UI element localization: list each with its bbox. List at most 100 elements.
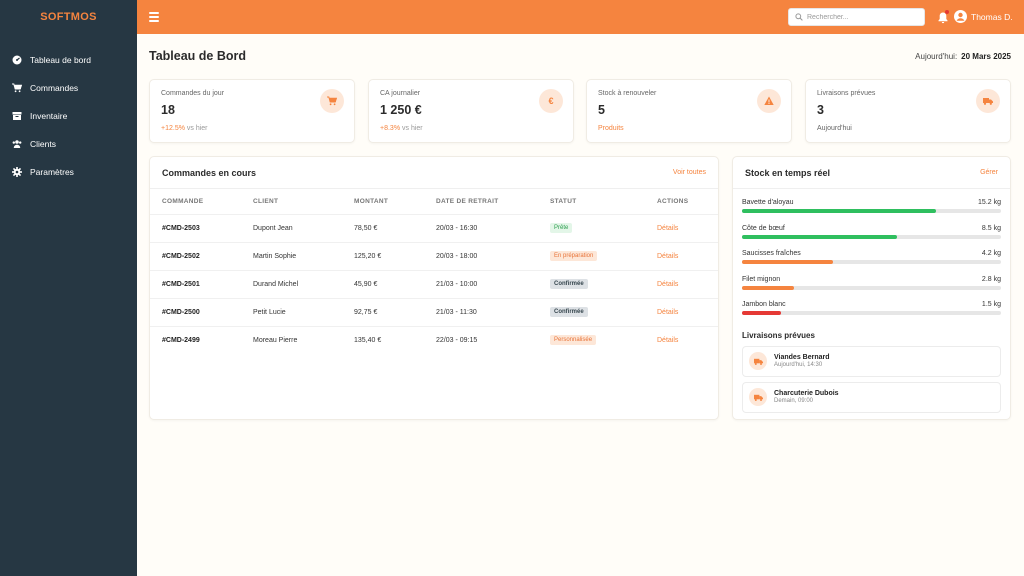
orders-table: COMMANDE CLIENT MONTANT DATE DE RETRAIT … (150, 189, 718, 354)
column-header: STATUT (550, 197, 577, 205)
order-client: Moreau Pierre (253, 325, 354, 354)
stock-item-qty: 4.2 kg (981, 250, 1001, 257)
sidebar-item-orders[interactable]: Commandes (0, 74, 137, 102)
warning-icon (757, 89, 781, 113)
user-name: Thomas D. (971, 11, 1013, 22)
sidebar-item-inventory[interactable]: Inventaire (0, 102, 137, 130)
stat-sub: Aujourd'hui (817, 125, 852, 132)
stat-label: Commandes du jour (161, 90, 225, 97)
view-all-link[interactable]: Voir toutes (672, 169, 706, 176)
status-badge: Confirmée (550, 279, 588, 289)
stock-item: Côte de bœuf 8.5 kg (742, 215, 1001, 241)
order-amount: 92,75 € (354, 297, 436, 326)
sidebar-item-label: Paramètres (30, 167, 74, 177)
stock-item: Bavette d'aloyau 15.2 kg (742, 189, 1001, 215)
delivery-supplier: Charcuterie Dubois (774, 390, 839, 397)
stat-value: 5 (598, 103, 605, 117)
cart-icon (12, 83, 22, 93)
order-amount: 125,20 € (354, 241, 436, 270)
order-client: Martin Sophie (253, 241, 354, 270)
delivery-item[interactable]: Viandes Bernard Aujourd'hui, 14:30 (742, 345, 1001, 377)
order-amount: 135,40 € (354, 325, 436, 354)
stock-panel-header: Stock en temps réel Gérer (733, 157, 1010, 189)
stat-card-deliveries: Livraisons prévues 3 Aujourd'hui (805, 79, 1011, 143)
details-link[interactable]: Détails (657, 308, 679, 316)
stat-card-revenue: CA journalier 1 250 € +8.3% vs hier € (368, 79, 574, 143)
deliveries-title: Livraisons prévues (742, 330, 815, 340)
euro-icon: € (539, 89, 563, 113)
order-amount: 45,90 € (354, 269, 436, 298)
table-row: #CMD-2499 Moreau Pierre 135,40 € 22/03 -… (150, 325, 718, 354)
orders-panel: Commandes en cours Voir toutes COMMANDE … (149, 156, 719, 420)
delivery-time: Aujourd'hui, 14:30 (774, 362, 823, 368)
stock-item-name: Saucisses fraîches (742, 250, 801, 257)
stock-list: Bavette d'aloyau 15.2 kg Côte de bœuf 8.5 … (733, 189, 1010, 317)
stock-item-name: Filet mignon (742, 275, 781, 283)
column-header: CLIENT (253, 197, 279, 205)
user-menu[interactable]: Thomas D. (954, 10, 1013, 23)
stat-sub: Produits (598, 125, 624, 132)
sidebar-item-label: Tableau de bord (30, 55, 91, 65)
date-value: 20 Mars 2025 (961, 52, 1011, 61)
stock-level-bar (742, 209, 1001, 213)
truck-icon (749, 388, 767, 406)
stock-level-fill (742, 260, 833, 264)
stock-item-qty: 1.5 kg (981, 301, 1001, 308)
today-date: Aujourd'hui: 20 Mars 2025 (915, 52, 1011, 61)
stock-item-qty: 8.5 kg (981, 224, 1001, 232)
stat-value: 1 250 € (380, 103, 422, 117)
users-icon (12, 139, 22, 149)
sidebar-item-label: Inventaire (30, 111, 68, 121)
stock-item: Filet mignon 2.8 kg (742, 266, 1001, 292)
stock-item-name: Bavette d'aloyau (742, 199, 794, 206)
stat-card-stock: Stock à renouveler 5 Produits (586, 79, 792, 143)
stock-level-bar (742, 311, 1001, 315)
sidebar: SOFTMOS Tableau de bord Commandes Invent… (0, 0, 137, 576)
order-client: Dupont Jean (253, 213, 354, 242)
search-input[interactable] (807, 13, 917, 21)
order-id: #CMD-2501 (150, 269, 253, 298)
column-header: ACTIONS (657, 197, 689, 205)
stat-value: 3 (817, 103, 824, 117)
stock-level-fill (742, 209, 937, 213)
stat-delta: +8.3% vs hier (380, 125, 423, 132)
manage-link[interactable]: Gérer (980, 169, 998, 176)
sidebar-item-settings[interactable]: Paramètres (0, 158, 137, 186)
details-link[interactable]: Détails (657, 336, 679, 344)
order-client: Durand Michel (253, 269, 354, 298)
notification-bell-icon[interactable] (938, 10, 949, 24)
menu-icon[interactable] (149, 12, 159, 22)
details-link[interactable]: Détails (657, 252, 679, 260)
stat-label: CA journalier (380, 90, 421, 97)
stock-level-bar (742, 260, 1001, 264)
order-amount: 78,50 € (354, 213, 436, 242)
sidebar-item-clients[interactable]: Clients (0, 130, 137, 158)
orders-title: Commandes en cours (162, 167, 257, 178)
table-row: #CMD-2502 Martin Sophie 125,20 € 20/03 -… (150, 241, 718, 270)
details-link[interactable]: Détails (657, 224, 679, 232)
stock-panel: Stock en temps réel Gérer Bavette d'aloy… (732, 156, 1011, 420)
stat-value: 18 (161, 103, 175, 117)
gear-icon (12, 167, 22, 177)
stock-level-bar (742, 285, 1001, 290)
status-badge: Personnalisée (550, 335, 597, 346)
column-header: DATE DE RETRAIT (436, 197, 499, 205)
column-header: MONTANT (354, 197, 389, 205)
delivery-item[interactable]: Charcuterie Dubois Demain, 09:00 (742, 381, 1001, 413)
order-date: 20/03 - 16:30 (436, 213, 550, 242)
status-badge: Confirmée (550, 307, 588, 317)
stock-item-qty: 2.8 kg (981, 275, 1001, 283)
truck-icon (976, 89, 1000, 113)
order-id: #CMD-2503 (150, 213, 253, 242)
stock-level-bar (742, 234, 1001, 239)
details-link[interactable]: Détails (657, 280, 679, 288)
stock-level-fill (742, 285, 794, 290)
orders-panel-header: Commandes en cours Voir toutes (150, 157, 718, 189)
order-id: #CMD-2499 (150, 325, 253, 354)
sidebar-item-dashboard[interactable]: Tableau de bord (0, 46, 137, 74)
order-date: 21/03 - 11:30 (436, 297, 550, 326)
column-header: COMMANDE (162, 197, 204, 205)
stock-level-fill (742, 311, 781, 315)
stock-item-name: Jambon blanc (742, 301, 786, 308)
stock-item-name: Côte de bœuf (742, 224, 785, 232)
